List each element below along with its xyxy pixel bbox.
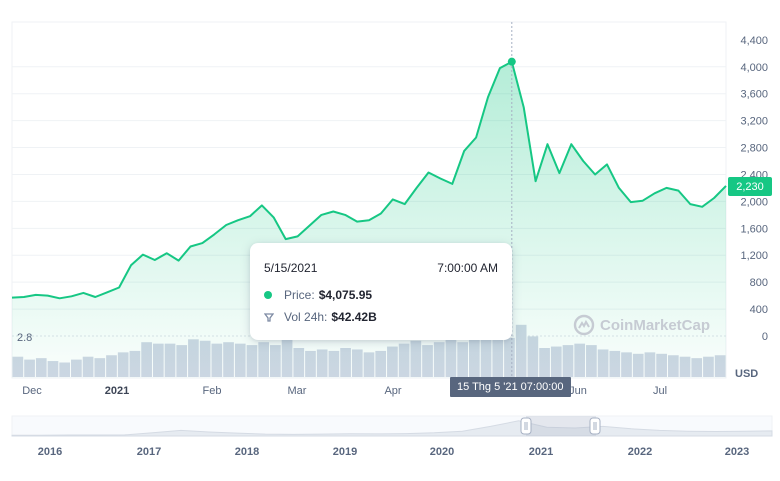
navigator-area	[11, 420, 773, 437]
navigator-year-label: 2022	[628, 446, 652, 458]
tooltip-date: 5/15/2021	[264, 261, 318, 275]
tooltip-volume-row: Vol 24h: $42.42B	[264, 310, 377, 324]
price-area-fill	[12, 61, 726, 378]
tooltip-price-row: Price: $4,075.95	[264, 288, 372, 302]
y-tick-label: 1,600	[740, 223, 768, 235]
x-tick-label: Apr	[384, 385, 401, 397]
volume-axis-label: 2.8	[17, 332, 33, 344]
hover-point	[507, 57, 516, 66]
watermark-text: CoinMarketCap	[600, 316, 711, 334]
x-tick-label: Feb	[203, 385, 222, 397]
y-tick-label: 0	[762, 331, 768, 343]
coinmarketcap-logo-icon	[573, 314, 595, 336]
y-tick-label: 800	[750, 277, 768, 289]
volume-bar-icon	[264, 312, 274, 322]
crosshair-date-label: 15 Thg 5 '21 07:00:00	[450, 377, 571, 397]
navigator-year-label: 2023	[725, 446, 749, 458]
tooltip-volume-label: Vol 24h:	[284, 310, 328, 324]
y-tick-label: 2,000	[740, 196, 768, 208]
tooltip-time: 7:00:00 AM	[437, 261, 498, 275]
tooltip-price-label: Price:	[284, 288, 315, 302]
price-dot-icon	[264, 291, 272, 299]
y-tick-label: 4,000	[740, 62, 768, 74]
x-tick-label: 2021	[105, 385, 129, 397]
y-axis-unit: USD	[735, 368, 759, 380]
y-tick-label: 2,800	[740, 143, 768, 155]
x-tick-label: Mar	[288, 385, 307, 397]
x-tick-label: Dec	[22, 385, 42, 397]
x-tick-label: Jun	[569, 385, 587, 397]
tooltip-price-value: $4,075.95	[318, 288, 373, 302]
y-tick-label: 400	[750, 304, 768, 316]
hover-tooltip: 5/15/2021 7:00:00 AM Price: $4,075.95 Vo…	[250, 243, 512, 340]
y-tick-label: 3,200	[740, 116, 768, 128]
navigator-year-label: 2019	[333, 446, 357, 458]
navigator-year-label: 2016	[38, 446, 62, 458]
x-tick-label: Jul	[653, 385, 667, 397]
navigator-year-label: 2021	[529, 446, 553, 458]
price-line	[11, 60, 727, 300]
y-tick-label: 1,200	[740, 250, 768, 262]
y-tick-label: 3,600	[740, 89, 768, 101]
y-tick-label: 4,400	[740, 35, 768, 47]
navigator-year-label: 2017	[137, 446, 161, 458]
range-navigator[interactable]: 2016 2017 2018 2019 2020 2021 2022 2023	[11, 415, 773, 458]
navigator-year-label: 2018	[235, 446, 259, 458]
navigator-handle-left[interactable]	[520, 417, 532, 435]
tooltip-volume-value: $42.42B	[331, 310, 377, 324]
navigator-year-labels: 2016 2017 2018 2019 2020 2021 2022 2023	[38, 446, 749, 458]
watermark: CoinMarketCap	[573, 314, 710, 336]
navigator-handle-right[interactable]	[589, 417, 601, 435]
x-axis-labels: Dec 2021 Feb Mar Apr Jun Jul	[22, 385, 667, 397]
y-axis-ticks: 4,4004,0003,6003,2002,8002,4002,0001,600…	[740, 35, 768, 343]
navigator-selection[interactable]	[526, 416, 596, 436]
current-price-badge: 2,230	[728, 177, 772, 196]
navigator-year-label: 2020	[430, 446, 454, 458]
